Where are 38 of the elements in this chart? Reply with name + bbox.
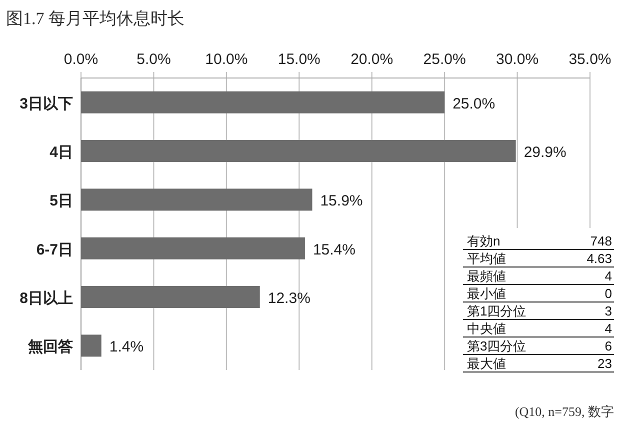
data-label: 12.3% <box>268 290 310 307</box>
annotation: 有効n <box>467 234 500 248</box>
annotation: 最小値 <box>467 286 506 301</box>
y-tick-label: 3日以下 <box>20 95 73 112</box>
x-tick-label: 15.0% <box>278 51 320 68</box>
text: 3 <box>604 304 612 318</box>
text: 0 <box>604 286 612 301</box>
x-tick-label: 10.0% <box>205 51 248 68</box>
y-tick-label: 6-7日 <box>36 241 73 258</box>
text: 748 <box>590 234 612 248</box>
annotation: 最頻値 <box>467 268 506 284</box>
y-tick-label: 4日 <box>50 144 73 161</box>
annotation: 中央値 <box>467 321 506 336</box>
x-tick-label: 20.0% <box>350 51 394 68</box>
y-tick-label: 8日以上 <box>20 290 73 307</box>
text: 4 <box>604 268 612 284</box>
data-label: 15.9% <box>320 192 363 210</box>
data-label: 1.4% <box>109 338 144 356</box>
chart-title: 图1.7 每月平均休息时长 <box>6 9 184 28</box>
x-tick-label: 5.0% <box>136 51 171 68</box>
text: (Q10, n=759, 数字 <box>514 404 614 419</box>
x-tick-label: 25.0% <box>423 51 466 68</box>
annotation: 第1四分位 <box>467 304 526 318</box>
text: 6 <box>604 338 612 354</box>
y-tick-label: 無回答 <box>27 338 73 356</box>
data-label: 25.0% <box>452 95 496 112</box>
annotation: 最大値 <box>467 356 506 371</box>
x-tick-label: 35.0% <box>568 51 612 68</box>
data-label: 29.9% <box>524 144 566 161</box>
annotation: 第3四分位 <box>467 338 526 354</box>
x-tick-label: 0.0% <box>64 51 98 68</box>
text: 4 <box>604 321 612 336</box>
data-label: 15.4% <box>312 241 356 258</box>
text: 23 <box>598 356 612 371</box>
annotation: 4.63 <box>586 251 612 266</box>
x-tick-label: 30.0% <box>496 51 539 68</box>
y-tick-label: 5日 <box>50 192 73 210</box>
annotation: 平均値 <box>467 251 506 266</box>
